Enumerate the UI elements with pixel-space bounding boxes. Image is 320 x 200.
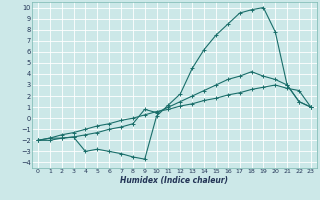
X-axis label: Humidex (Indice chaleur): Humidex (Indice chaleur) — [120, 176, 228, 185]
